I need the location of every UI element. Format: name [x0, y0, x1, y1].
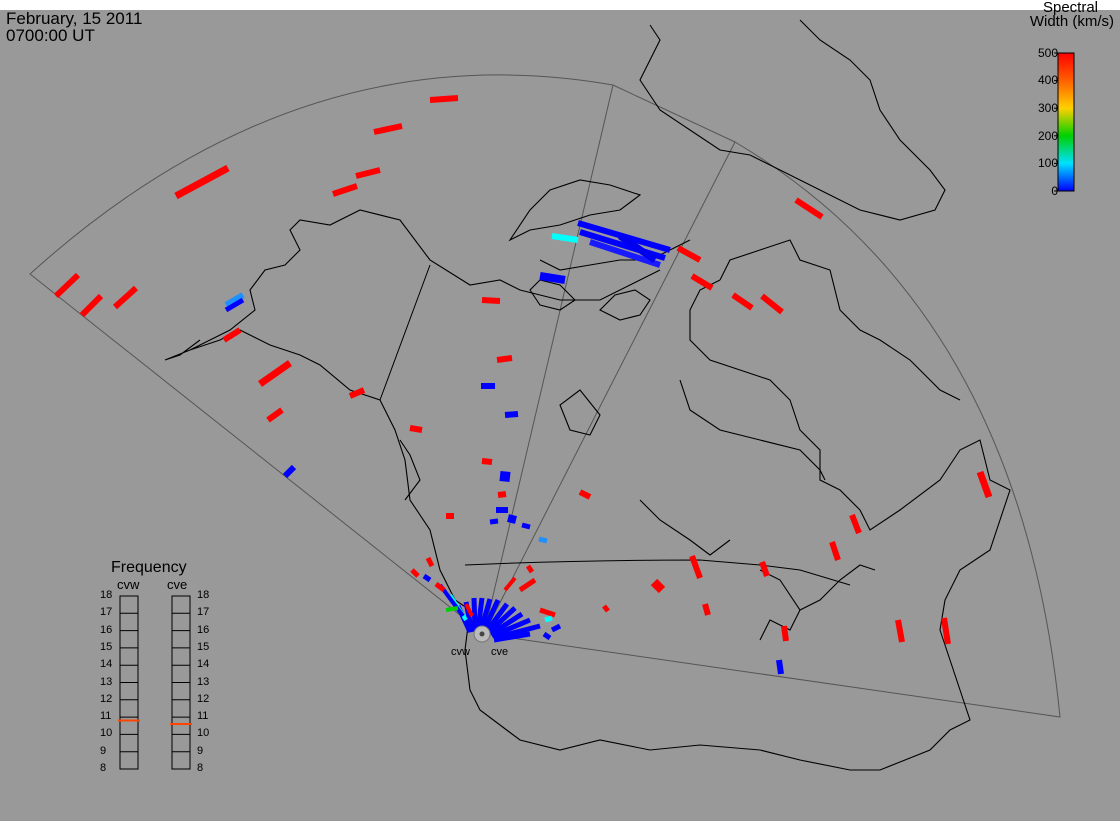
- echo-cell: [551, 233, 579, 243]
- colorbar-tick-label: 0: [1051, 184, 1058, 198]
- echo-cell: [481, 458, 493, 465]
- echo-cell: [759, 560, 770, 578]
- frequency-tick-label: 11: [197, 710, 209, 723]
- echo-cell: [676, 245, 702, 263]
- echo-cell: [409, 425, 423, 433]
- colorbar-title: Spectral: [1042, 0, 1098, 16]
- echo-cell: [79, 293, 104, 318]
- fov-boundary-line: [483, 141, 736, 635]
- echo-cell: [489, 518, 499, 525]
- echo-cell: [976, 470, 993, 499]
- frequency-tick-label: 14: [197, 658, 210, 671]
- near-range-echoes: [410, 556, 562, 643]
- echo-cell: [481, 297, 501, 304]
- colorbar-tick-label: 500: [1037, 46, 1058, 60]
- map-canvas: [29, 19, 1075, 771]
- frequency-tick-label: 11: [100, 710, 112, 723]
- echo-cell: [849, 513, 862, 535]
- frequency-tick-label: 13: [100, 675, 113, 688]
- fov-boundary-line: [483, 84, 614, 635]
- echo-cell: [373, 123, 403, 135]
- echo-cell: [521, 522, 531, 530]
- echo-cell: [497, 491, 507, 498]
- frequency-tick-label: 9: [100, 744, 107, 757]
- colorbar-units: Width (km/s): [1029, 13, 1114, 30]
- echo-cell: [689, 554, 703, 580]
- echo-cell: [702, 603, 711, 616]
- echo-cell: [112, 285, 139, 310]
- radar-site-dot: [479, 631, 485, 637]
- echo-cell: [222, 327, 242, 343]
- echo-cell: [257, 360, 293, 387]
- echo-cell: [504, 411, 519, 418]
- echo-cell: [224, 292, 245, 308]
- echo-cell: [507, 514, 517, 524]
- echo-cell: [174, 164, 230, 200]
- colorbar-tick-label: 400: [1037, 73, 1058, 87]
- echo-cell: [731, 292, 754, 311]
- frequency-tick-label: 15: [197, 640, 210, 653]
- echo-cell: [539, 272, 566, 284]
- echo-cell: [618, 233, 657, 263]
- echo-cell: [776, 659, 784, 675]
- colorbar-tick-label: 100: [1037, 156, 1058, 170]
- frequency-radar-label: cve: [167, 577, 188, 592]
- frequency-tick-label: 18: [100, 589, 113, 601]
- frequency-tick-label: 12: [197, 692, 210, 705]
- radar-fov-outline: [29, 74, 1061, 718]
- echo-cell: [348, 387, 366, 399]
- frequency-tick-label: 14: [100, 658, 113, 671]
- frequency-tick-label: 10: [197, 727, 210, 740]
- coastlines: [164, 19, 1011, 771]
- echo-cell: [429, 95, 459, 103]
- frequency-tick-label: 18: [197, 589, 210, 601]
- echo-cell: [941, 617, 951, 645]
- frequency-panel-title: Frequency: [111, 559, 187, 576]
- frequency-panel-boxes: [119, 595, 191, 770]
- frequency-tick-label: 9: [197, 744, 204, 757]
- frequency-tick-label: 13: [197, 675, 210, 688]
- radar-label-west: cvw: [451, 646, 470, 658]
- political-borders: [379, 264, 851, 586]
- echo-cell: [355, 167, 381, 179]
- colorbar-tick-label: 300: [1037, 101, 1058, 115]
- frequency-tick-label: 12: [100, 692, 113, 705]
- echo-cell: [760, 293, 784, 315]
- echo-cell: [578, 489, 592, 500]
- radar-label-east: cve: [491, 646, 509, 658]
- frequency-tick-label: 16: [197, 623, 210, 636]
- echo-cell: [690, 273, 714, 291]
- echo-cell: [602, 604, 610, 613]
- time-label: 0700:00 UT: [6, 26, 95, 45]
- frequency-tick-label: 8: [100, 762, 107, 774]
- echo-cell: [282, 464, 297, 479]
- echo-cell: [332, 183, 358, 197]
- frequency-tick-label: 15: [100, 640, 113, 653]
- echo-cell: [538, 536, 548, 544]
- echo-cell: [499, 471, 511, 482]
- frequency-tick-label: 17: [197, 606, 210, 619]
- colorbar-ticks: [1054, 52, 1058, 192]
- frequency-radar-label: cvw: [117, 577, 140, 592]
- echo-cell: [224, 297, 245, 313]
- frequency-tick-label: 16: [100, 623, 113, 636]
- frequency-tick-label: 8: [197, 762, 204, 774]
- colorbar-tick-label: 200: [1037, 129, 1058, 143]
- echo-cell: [496, 355, 513, 363]
- echo-cell: [794, 197, 824, 220]
- frequency-tick-label: 17: [100, 606, 113, 619]
- echo-cell: [53, 272, 81, 299]
- echo-cell: [266, 407, 284, 423]
- echo-cell: [650, 578, 666, 594]
- colorbar-gradient: [1057, 52, 1075, 192]
- echo-cell: [781, 625, 789, 642]
- frequency-tick-label: 10: [100, 727, 113, 740]
- echo-cell: [895, 619, 905, 643]
- echo-cell: [589, 239, 661, 268]
- backscatter-data: [53, 95, 993, 675]
- echo-cell: [829, 541, 841, 561]
- date-label: February, 15 2011: [6, 9, 143, 28]
